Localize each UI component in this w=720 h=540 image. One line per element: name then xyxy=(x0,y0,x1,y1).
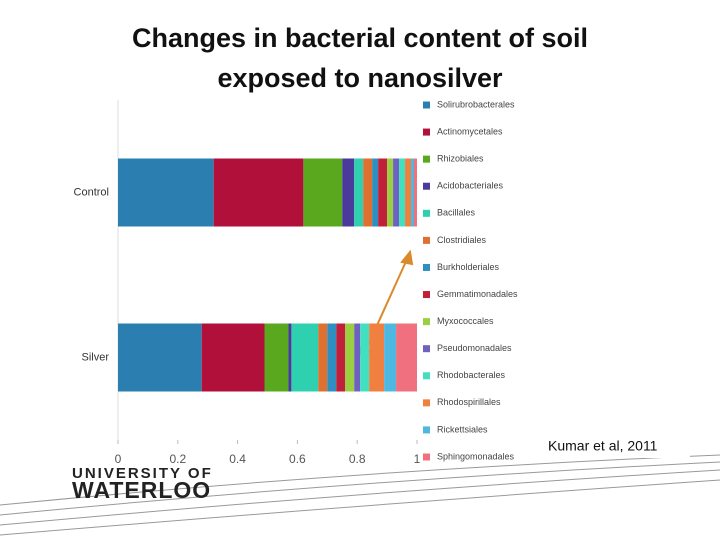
legend-label: Pseudomonadales xyxy=(437,343,512,353)
annotation: Kumar et al, 2011 xyxy=(548,438,658,454)
legend-label: Acidobacteriales xyxy=(437,181,504,191)
bar-segment xyxy=(405,158,412,227)
bar-segment xyxy=(387,158,394,227)
bar-segment xyxy=(393,158,400,227)
chart-title: Changes in bacterial content of soil exp… xyxy=(131,23,589,93)
bar-segment xyxy=(369,323,385,392)
bar-segment xyxy=(118,158,214,227)
legend-marker xyxy=(423,345,430,353)
legend-label: Clostridiales xyxy=(437,235,487,245)
bar-segment xyxy=(327,323,337,392)
bottom-decoration xyxy=(0,454,720,536)
bar-segment xyxy=(411,158,415,227)
legend-marker xyxy=(423,209,430,217)
legend-marker xyxy=(423,263,430,271)
bar-segment xyxy=(354,158,364,227)
x-tick-label: 0 xyxy=(115,452,122,466)
bar-segment xyxy=(378,158,388,227)
y-tick-label: Control xyxy=(74,186,109,198)
legend-label: Gemmatimonadales xyxy=(437,289,518,299)
y-tick-label: Silver xyxy=(81,351,109,363)
legend-marker xyxy=(423,101,430,109)
bar-segment xyxy=(303,158,343,227)
bar-segment xyxy=(360,323,370,392)
legend-label: Actinomycetales xyxy=(437,126,503,136)
bar-segment xyxy=(384,323,397,392)
bar-segment xyxy=(291,323,319,392)
x-tick-label: 0.4 xyxy=(229,452,246,466)
bar-segment xyxy=(342,158,355,227)
legend-label: Myxococcales xyxy=(437,316,494,326)
legend-label: Bacillales xyxy=(437,208,476,218)
legend-label: Rhodospirillales xyxy=(437,397,501,407)
legend-label: Rhizobiales xyxy=(437,154,484,164)
bar-segment xyxy=(213,158,304,227)
legend-marker xyxy=(423,128,430,136)
bar-segment xyxy=(414,158,417,227)
bar-segment xyxy=(318,323,328,392)
legend-label: Rickettsiales xyxy=(437,424,488,434)
annotation-box xyxy=(544,436,690,458)
legend-marker xyxy=(423,236,430,244)
legend-marker xyxy=(423,372,430,380)
bar-segment xyxy=(399,158,406,227)
bar-segment xyxy=(336,323,346,392)
legend-label: Sphingomonadales xyxy=(437,451,515,461)
x-tick-label: 0.2 xyxy=(169,452,186,466)
legend-label: Solirubrobacterales xyxy=(437,99,515,109)
legend-label: Burkholderiales xyxy=(437,262,500,272)
legend-marker xyxy=(423,182,430,190)
legend-label: Rhodobacterales xyxy=(437,370,506,380)
bar-segment xyxy=(288,323,292,392)
logo-line2: WATERLOO xyxy=(72,477,211,503)
bar-segment xyxy=(354,323,361,392)
legend-marker xyxy=(423,426,430,434)
bar-segment xyxy=(396,323,417,392)
x-tick-label: 1 xyxy=(414,452,421,466)
bar-segment xyxy=(264,323,289,392)
legend-marker xyxy=(423,399,430,407)
legend-marker xyxy=(423,291,430,299)
bar-segment xyxy=(363,158,373,227)
bar-segment xyxy=(118,323,202,392)
logo-line1: UNIVERSITY OF xyxy=(72,465,213,482)
x-tick-label: 0.8 xyxy=(349,452,366,466)
legend-marker xyxy=(423,318,430,326)
bar-segment xyxy=(345,323,355,392)
legend-marker xyxy=(423,453,430,461)
x-tick-label: 0.6 xyxy=(289,452,306,466)
bar-segment xyxy=(201,323,265,392)
bar-segment xyxy=(372,158,379,227)
legend-marker xyxy=(423,155,430,163)
